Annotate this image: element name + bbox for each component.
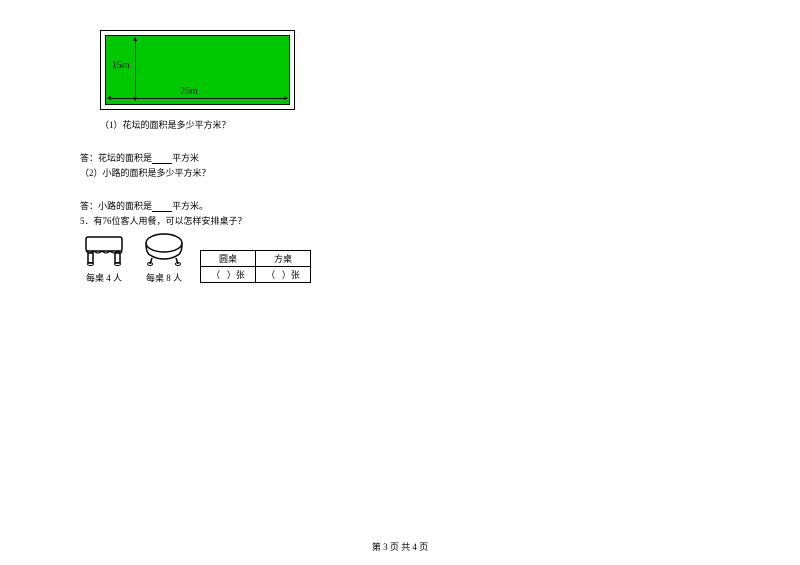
answer-table: 圆桌 方桌 （ ）张 （ ）张 xyxy=(200,250,311,283)
answer-1-blank[interactable] xyxy=(152,155,172,164)
header-square: 方桌 xyxy=(256,251,311,267)
question-1: （1）花坛的面积是多少平方米？ xyxy=(100,118,720,131)
table-row: 圆桌 方桌 xyxy=(201,251,311,267)
square-table-block: 每桌 4 人 xyxy=(80,231,128,284)
height-label: 15m xyxy=(112,60,130,71)
cell-square-count[interactable]: （ ）张 xyxy=(256,267,311,283)
answer-2: 答：小路的面积是 平方米。 xyxy=(80,199,720,212)
square-table-caption: 每桌 4 人 xyxy=(80,271,128,284)
round-table-caption: 每桌 8 人 xyxy=(140,271,188,284)
page-footer: 第 3 页 共 4 页 xyxy=(0,540,800,553)
width-label: 25m xyxy=(180,86,198,97)
vertical-dimension-arrow xyxy=(135,40,136,98)
table-row: （ ）张 （ ）张 xyxy=(201,267,311,283)
answer-2-blank[interactable] xyxy=(152,203,172,212)
round-table-block: 每桌 8 人 xyxy=(140,231,188,284)
answer-1-suffix: 平方米 xyxy=(172,153,199,163)
answer-1: 答：花坛的面积是 平方米 xyxy=(80,151,720,164)
horizontal-dimension-arrow xyxy=(110,98,285,99)
question-2: （2）小路的面积是多少平方米？ xyxy=(80,166,720,179)
question-5: 5．有76位客人用餐，可以怎样安排桌子？ xyxy=(80,214,720,227)
tables-row: 每桌 4 人 每桌 8 人 圆桌 方桌 （ ）张 （ ）张 xyxy=(80,231,720,284)
round-table-icon xyxy=(140,231,188,267)
answer-2-prefix: 答：小路的面积是 xyxy=(80,201,152,211)
flowerbed-diagram: 15m 25m xyxy=(100,30,295,110)
answer-1-prefix: 答：花坛的面积是 xyxy=(80,153,152,163)
square-table-icon xyxy=(80,231,128,267)
header-round: 圆桌 xyxy=(201,251,256,267)
cell-round-count[interactable]: （ ）张 xyxy=(201,267,256,283)
answer-2-suffix: 平方米。 xyxy=(172,201,208,211)
